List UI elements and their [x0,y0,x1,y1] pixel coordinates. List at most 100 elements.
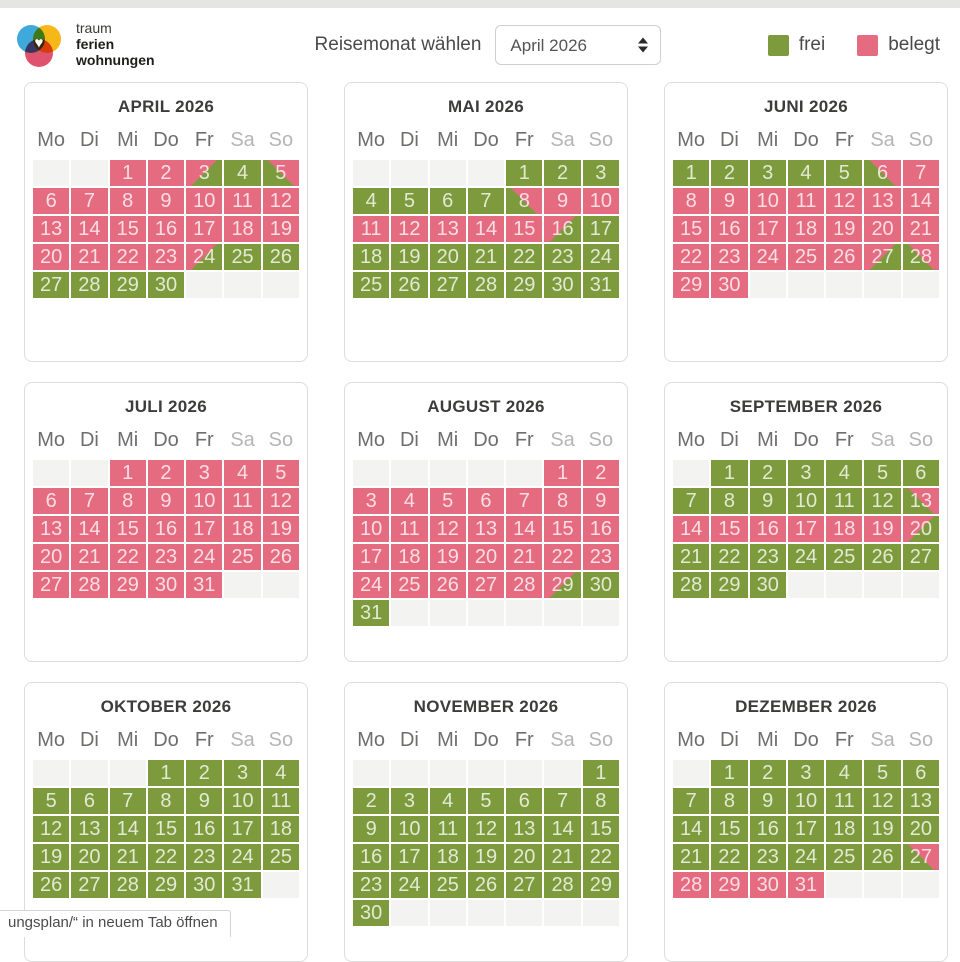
day-cell: 27 [903,544,939,570]
weekday-label: So [903,427,939,457]
day-cell: 26 [263,244,299,270]
day-cell: 4 [788,160,824,186]
weekday-label: Di [71,727,107,757]
empty-cell [826,572,862,598]
legend-occupied-swatch [857,35,878,56]
logo-line-3: wohnungen [76,53,155,69]
day-cell: 18 [224,516,260,542]
day-cell: 21 [673,844,709,870]
day-cell: 23 [186,844,222,870]
day-cell: 27 [71,872,107,898]
weekday-label: Di [391,727,427,757]
day-cell: 21 [673,544,709,570]
day-cell: 7 [673,488,709,514]
day-cell: 15 [544,516,580,542]
weekday-label: Mo [673,427,709,457]
day-cell: 19 [468,844,504,870]
day-cell: 26 [391,272,427,298]
empty-cell [391,460,427,486]
weekday-label: Sa [864,427,900,457]
weekday-label: Mo [673,727,709,757]
day-cell: 12 [263,488,299,514]
day-cell: 3 [583,160,619,186]
day-cell: 26 [468,872,504,898]
empty-cell [224,272,260,298]
day-cell: 14 [903,188,939,214]
weekday-label: Sa [544,127,580,157]
day-cell: 13 [864,188,900,214]
weekday-label: Mo [33,427,69,457]
day-cell: 25 [224,244,260,270]
day-cell: 16 [711,216,747,242]
day-cell: 24 [788,844,824,870]
day-cell: 31 [224,872,260,898]
day-cell: 2 [750,460,786,486]
day-cell: 24 [583,244,619,270]
day-cell: 22 [110,544,146,570]
day-cell: 18 [430,844,466,870]
day-cell: 4 [263,760,299,786]
day-cell: 3 [788,460,824,486]
empty-cell [33,760,69,786]
empty-cell [391,900,427,926]
day-cell: 4 [353,188,389,214]
day-cell: 22 [673,244,709,270]
day-cell: 19 [864,816,900,842]
weekday-label: So [583,727,619,757]
weekday-label: Mi [110,427,146,457]
day-cell: 19 [33,844,69,870]
day-cell: 3 [186,160,222,186]
empty-cell [468,160,504,186]
weekday-label: Mi [750,427,786,457]
day-cell: 19 [391,244,427,270]
month-title: DEZEMBER 2026 [673,697,939,717]
day-cell: 23 [711,244,747,270]
day-cell: 16 [750,516,786,542]
day-cell: 1 [711,460,747,486]
day-cell: 20 [903,516,939,542]
day-cell: 18 [224,216,260,242]
day-cell: 23 [148,244,184,270]
day-cell: 19 [826,216,862,242]
month-select[interactable]: April 2026 [495,25,661,65]
day-cell: 21 [71,544,107,570]
day-cell: 30 [186,872,222,898]
day-cell: 28 [506,572,542,598]
day-cell: 9 [186,788,222,814]
day-cell: 15 [148,816,184,842]
day-cell: 9 [583,488,619,514]
day-cell: 27 [506,872,542,898]
weekday-label: Mo [353,427,389,457]
day-cell: 25 [353,272,389,298]
empty-cell [673,460,709,486]
weekday-label: Mo [33,127,69,157]
day-cell: 20 [468,544,504,570]
month-select-wrap: April 2026 [495,25,661,65]
day-cell: 5 [430,488,466,514]
day-cell: 6 [33,188,69,214]
weekday-label: Mi [750,727,786,757]
day-cell: 29 [544,572,580,598]
empty-cell [864,572,900,598]
empty-cell [430,900,466,926]
day-cell: 25 [430,872,466,898]
weekday-label: Fr [186,427,222,457]
day-cell: 13 [903,488,939,514]
empty-cell [263,272,299,298]
traumferienwohnungen-logo[interactable]: ♥ traum ferien wohnungen [16,21,155,68]
day-cell: 14 [468,216,504,242]
day-cell: 20 [864,216,900,242]
day-cell: 9 [353,816,389,842]
day-cell: 28 [71,572,107,598]
empty-cell [353,160,389,186]
day-cell: 31 [353,600,389,626]
empty-cell [430,160,466,186]
